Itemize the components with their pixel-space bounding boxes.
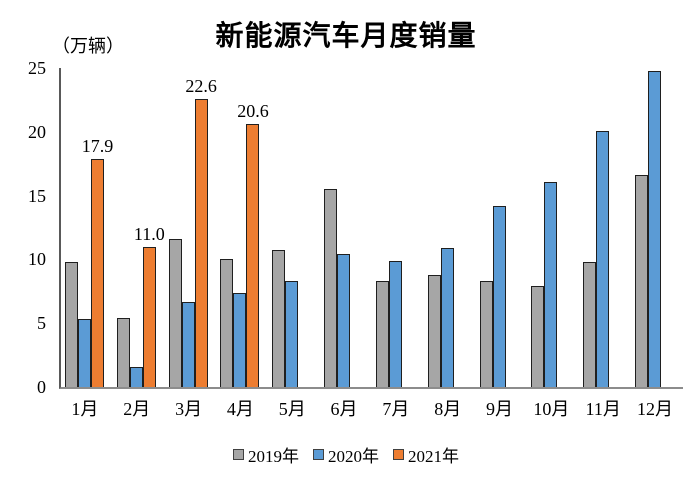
bar-2020年-3月 — [181, 301, 195, 387]
bar-2020年-8月 — [440, 247, 454, 387]
bar-2020年-2月 — [129, 366, 143, 387]
bar-group-11月 — [579, 68, 631, 387]
y-tick-label: 10 — [28, 249, 46, 270]
x-tick-label-12月: 12月 — [637, 399, 674, 419]
y-tick-label: 20 — [28, 121, 46, 142]
y-axis-unit-label: （万辆） — [52, 36, 124, 56]
bar-2020年-11月 — [596, 130, 610, 387]
bar-2020年-6月 — [337, 254, 351, 387]
bar-group-1月 — [61, 68, 113, 387]
x-tick-label-6月: 6月 — [330, 399, 358, 419]
bar-2021年-2月 — [142, 246, 156, 387]
x-tick-label-4月: 4月 — [226, 399, 254, 419]
bar-2019年-3月 — [168, 238, 182, 387]
legend-item-2020年: 2020年 — [313, 442, 379, 467]
bar-group-9月 — [476, 68, 528, 387]
bar-group-10月 — [527, 68, 579, 387]
bar-2020年-12月 — [648, 70, 662, 387]
bar-group-6月 — [320, 68, 372, 387]
bar-2021年-3月 — [194, 98, 208, 387]
bar-2019年-9月 — [479, 281, 493, 387]
bar-2021年-4月 — [246, 124, 260, 387]
bar-group-7月 — [372, 68, 424, 387]
legend-label: 2020年 — [328, 447, 379, 466]
legend-swatch-icon — [393, 449, 404, 460]
x-tick-label-5月: 5月 — [278, 399, 306, 419]
bar-2019年-1月 — [65, 261, 78, 387]
x-tick-label-1月: 1月 — [71, 399, 99, 419]
data-label-2021年-4月: 20.6 — [237, 101, 269, 122]
bar-group-2月 — [113, 68, 165, 387]
bar-2019年-6月 — [324, 189, 338, 387]
legend-swatch-icon — [233, 449, 244, 460]
x-tick-label-11月: 11月 — [585, 399, 621, 419]
data-label-2021年-1月: 17.9 — [81, 135, 114, 156]
legend-label: 2019年 — [248, 447, 299, 466]
legend-swatch-icon — [313, 449, 324, 460]
bar-2021年-1月 — [91, 158, 104, 387]
bar-2019年-4月 — [220, 259, 234, 387]
data-label-2021年-3月: 22.6 — [185, 75, 217, 96]
bar-2020年-4月 — [233, 292, 247, 387]
bar-2020年-1月 — [78, 319, 91, 387]
bar-2019年-7月 — [375, 281, 389, 387]
y-tick-label: 5 — [37, 313, 46, 334]
y-tick-label: 25 — [28, 58, 46, 78]
bar-2019年-5月 — [272, 250, 286, 387]
x-axis: 1月 2月 3月 4月 5月 6月 7月 8月 9月 10月 11月 12月 — [59, 395, 681, 421]
bar-2020年-9月 — [492, 205, 506, 387]
bar-2019年-12月 — [635, 175, 649, 387]
x-tick-label-9月: 9月 — [486, 399, 514, 419]
bar-2019年-11月 — [583, 261, 597, 387]
x-tick-label-7月: 7月 — [382, 399, 410, 419]
x-tick-label-3月: 3月 — [175, 399, 203, 419]
bar-group-4月 — [216, 68, 268, 387]
bar-group-5月 — [268, 68, 320, 387]
bar-2020年-10月 — [544, 181, 558, 387]
bar-2019年-2月 — [116, 318, 130, 387]
legend: 2019年 2020年 2021年 — [0, 442, 692, 467]
x-tick-label-2月: 2月 — [123, 399, 151, 419]
x-tick-label-8月: 8月 — [434, 399, 462, 419]
data-label-2021年-2月: 11.0 — [133, 223, 165, 244]
bar-2019年-8月 — [427, 274, 441, 387]
bars-row — [61, 68, 683, 387]
y-tick-label: 0 — [37, 377, 46, 397]
bar-2019年-10月 — [531, 286, 545, 387]
bar-group-12月 — [631, 68, 683, 387]
plot-area: 17.9 11.0 22.6 20.6 — [59, 68, 683, 389]
bar-2020年-5月 — [285, 281, 299, 387]
y-tick-label: 15 — [28, 185, 46, 206]
bar-2020年-7月 — [388, 260, 402, 387]
bar-group-8月 — [424, 68, 476, 387]
legend-item-2021年: 2021年 — [393, 442, 459, 467]
legend-label: 2021年 — [408, 447, 459, 466]
bar-group-3月 — [165, 68, 217, 387]
legend-item-2019年: 2019年 — [233, 442, 299, 467]
x-tick-label-10月: 10月 — [533, 399, 570, 419]
chart-title: 新能源汽车月度销量 — [215, 21, 477, 52]
y-axis: 0 5 10 15 20 25 — [0, 59, 46, 396]
